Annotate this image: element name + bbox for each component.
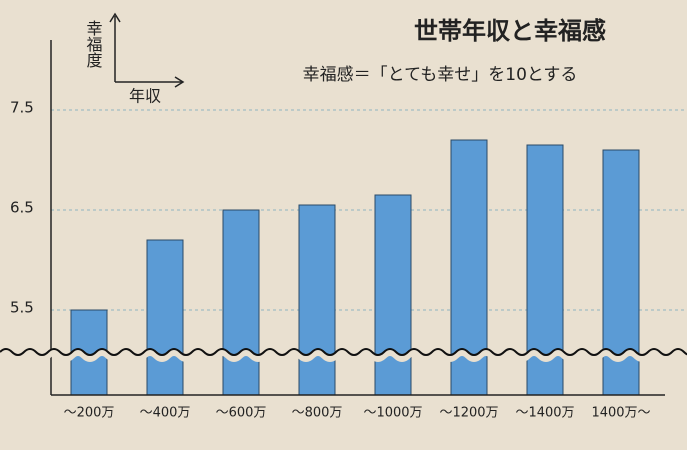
x-tick-label: ～1200万 <box>439 406 498 421</box>
x-tick-label: 1400万～ <box>591 406 650 421</box>
y-tick-label: 6.5 <box>10 199 34 217</box>
x-tick-label: ～600万 <box>216 406 267 421</box>
legend-arrow-y <box>109 12 121 23</box>
bar <box>222 209 260 396</box>
chart-subtitle: 幸福感＝「とても幸せ」を10とする <box>303 65 578 85</box>
bar <box>298 204 336 396</box>
y-axis-label: 幸福度 <box>84 20 103 68</box>
chart-title: 世帯年収と幸福感 <box>414 17 606 45</box>
y-tick-label: 7.5 <box>10 99 34 117</box>
axis-break-bg <box>0 350 687 362</box>
bar <box>146 239 184 396</box>
axis-break <box>0 348 687 356</box>
legend-arrow-x <box>174 76 185 88</box>
y-tick-label: 5.5 <box>10 299 34 317</box>
x-tick-label: ～200万 <box>64 406 115 421</box>
x-tick-label: ～400万 <box>140 406 191 421</box>
bar <box>374 194 412 396</box>
x-tick-label: ～1000万 <box>363 406 422 421</box>
x-tick-label: ～1400万 <box>515 406 574 421</box>
x-axis-label: 年収 <box>129 87 161 106</box>
x-tick-label: ～800万 <box>292 406 343 421</box>
